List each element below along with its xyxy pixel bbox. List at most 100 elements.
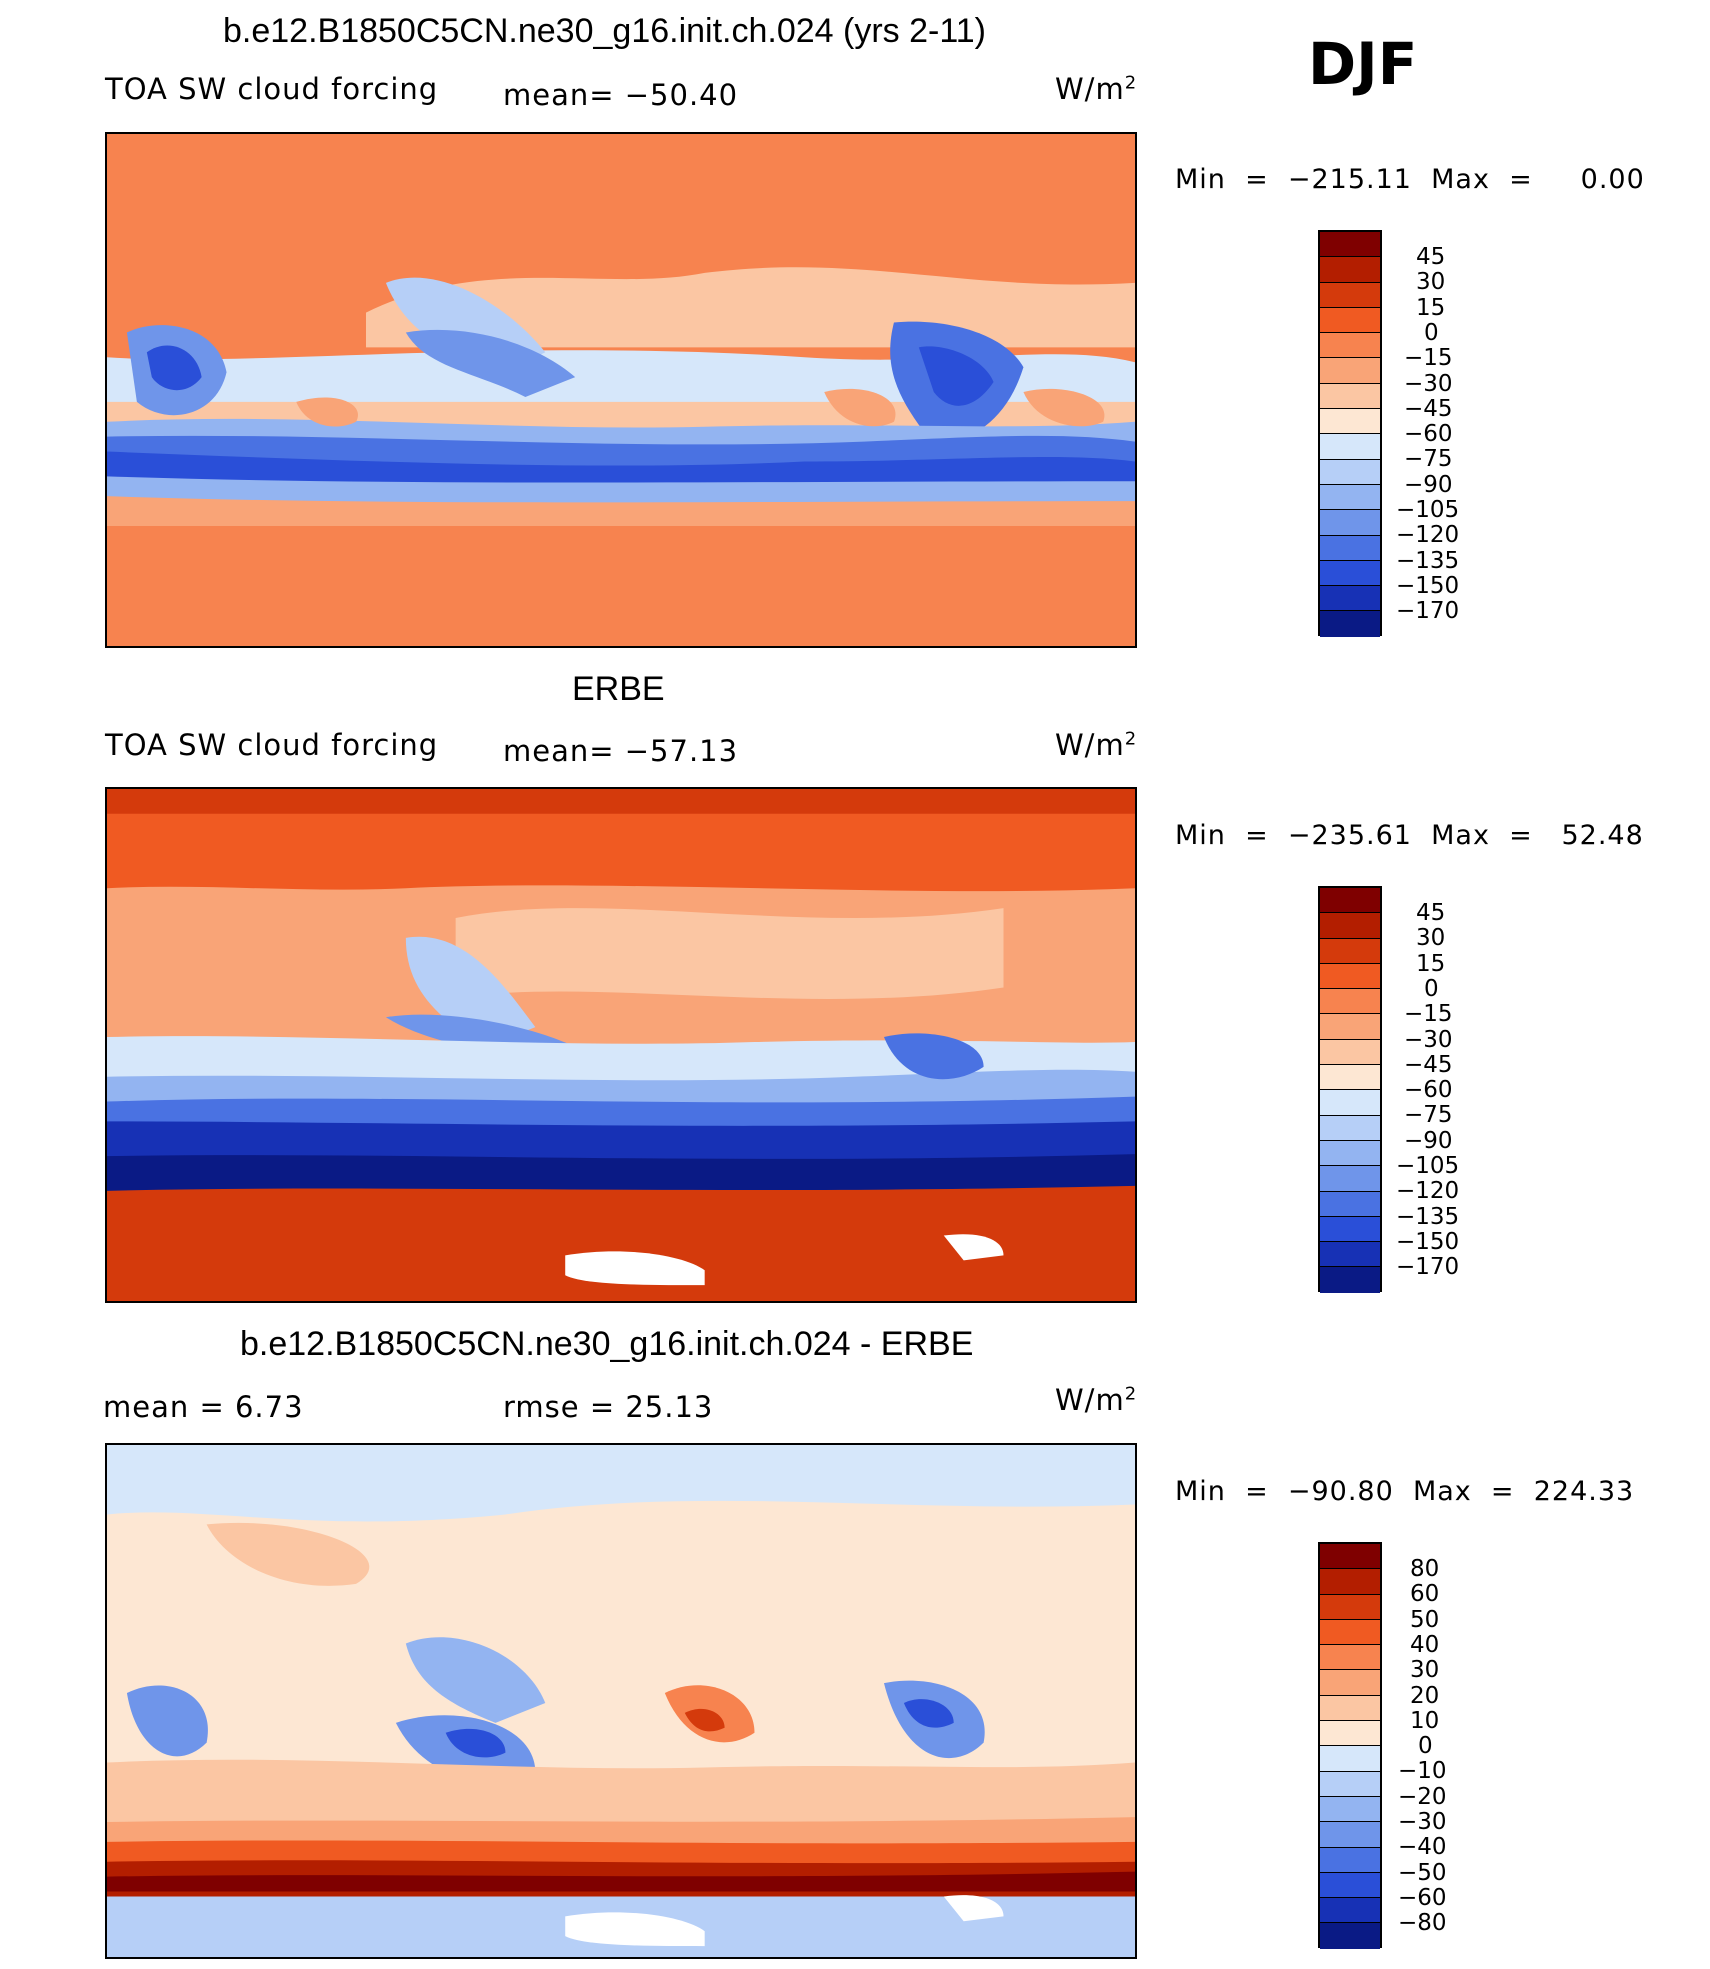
colorbar-label: −60 xyxy=(1398,1885,1447,1911)
colorbar-swatch xyxy=(1320,913,1380,939)
colorbar-label: −120 xyxy=(1396,522,1460,548)
colorbar-swatch xyxy=(1320,1645,1380,1671)
panel-title-obs: ERBE xyxy=(572,670,665,708)
colorbar-swatch xyxy=(1320,1695,1380,1722)
colorbar-swatch xyxy=(1320,1242,1380,1268)
colorbar-label: −40 xyxy=(1398,1834,1447,1860)
colorbar-label: 40 xyxy=(1410,1632,1440,1658)
colorbar-label: −90 xyxy=(1404,1128,1453,1154)
colorbar-label: −170 xyxy=(1396,1254,1460,1280)
colorbar-label: −15 xyxy=(1404,345,1453,371)
panel-variable-label-obs: TOA SW cloud forcing xyxy=(105,728,439,762)
colorbar-label: −60 xyxy=(1404,421,1453,447)
colorbar-label: −105 xyxy=(1396,1153,1460,1179)
colorbar-label: −105 xyxy=(1396,497,1460,523)
colorbar-label: −150 xyxy=(1396,573,1460,599)
colorbar-label: 0 xyxy=(1424,976,1439,1002)
colorbar-swatch xyxy=(1320,1544,1380,1570)
colorbar-label: −170 xyxy=(1396,598,1460,624)
colorbar-model xyxy=(1318,230,1382,637)
panel-mean-label-obs: mean= −57.13 xyxy=(503,734,739,768)
panel-units-diff: W/m2 xyxy=(1055,1383,1138,1417)
panel-variable-label-model: TOA SW cloud forcing xyxy=(105,72,439,106)
colorbar-swatch xyxy=(1320,1166,1380,1192)
colorbar-label: −50 xyxy=(1398,1860,1447,1886)
colorbar-swatch xyxy=(1320,282,1380,308)
colorbar-label: 60 xyxy=(1410,1581,1440,1607)
panel-minmax-diff: Min = −90.80 Max = 224.33 xyxy=(1175,1476,1635,1507)
colorbar-label: −90 xyxy=(1404,472,1453,498)
colorbar-label: −30 xyxy=(1404,1027,1453,1053)
colorbar-label: 15 xyxy=(1416,295,1446,321)
panel-title-model: b.e12.B1850C5CN.ne30_g16.init.ch.024 (yr… xyxy=(223,12,986,50)
colorbar-label: −135 xyxy=(1396,548,1460,574)
panel-units-obs: W/m2 xyxy=(1055,728,1138,762)
colorbar-swatch xyxy=(1320,1065,1380,1091)
colorbar-label: −10 xyxy=(1398,1758,1447,1784)
colorbar-swatch xyxy=(1320,307,1380,334)
panel-rmse-label-diff: rmse = 25.13 xyxy=(503,1390,714,1424)
colorbar-swatch xyxy=(1320,586,1380,612)
colorbar-label: 45 xyxy=(1416,244,1446,270)
colorbar-swatch xyxy=(1320,1670,1380,1696)
colorbar-label: −45 xyxy=(1404,1052,1453,1078)
colorbar-swatch xyxy=(1320,938,1380,964)
colorbar-obs xyxy=(1318,886,1382,1293)
season-label: DJF xyxy=(1308,30,1418,98)
colorbar-swatch xyxy=(1320,1090,1380,1116)
colorbar-diff xyxy=(1318,1542,1382,1949)
colorbar-swatch xyxy=(1320,1872,1380,1899)
colorbar-swatch xyxy=(1320,1619,1380,1646)
colorbar-label: 0 xyxy=(1418,1733,1433,1759)
colorbar-label: 50 xyxy=(1410,1607,1440,1633)
colorbar-swatch xyxy=(1320,232,1380,258)
colorbar-label: −60 xyxy=(1404,1077,1453,1103)
colorbar-swatch xyxy=(1320,963,1380,990)
colorbar-label: 45 xyxy=(1416,900,1446,926)
colorbar-label: −75 xyxy=(1404,446,1453,472)
colorbar-label: 30 xyxy=(1410,1657,1440,1683)
colorbar-swatch xyxy=(1320,611,1380,637)
map-model xyxy=(105,132,1137,648)
colorbar-label: −20 xyxy=(1398,1784,1447,1810)
colorbar-swatch xyxy=(1320,484,1380,511)
colorbar-label: −80 xyxy=(1398,1910,1447,1936)
colorbar-swatch xyxy=(1320,1569,1380,1595)
colorbar-swatch xyxy=(1320,1822,1380,1848)
colorbar-swatch xyxy=(1320,459,1380,485)
colorbar-swatch xyxy=(1320,1191,1380,1217)
colorbar-label: −45 xyxy=(1404,396,1453,422)
colorbar-label: −135 xyxy=(1396,1204,1460,1230)
colorbar-swatch xyxy=(1320,1594,1380,1620)
colorbar-label: −30 xyxy=(1404,371,1453,397)
colorbar-label: 15 xyxy=(1416,951,1446,977)
colorbar-swatch xyxy=(1320,1898,1380,1924)
panel-units-model: W/m2 xyxy=(1055,72,1138,106)
colorbar-swatch xyxy=(1320,1039,1380,1066)
panel-mean-label-model: mean= −50.40 xyxy=(503,78,739,112)
panel-mean-label-diff: mean = 6.73 xyxy=(103,1390,304,1424)
colorbar-label: −15 xyxy=(1404,1001,1453,1027)
colorbar-label: −150 xyxy=(1396,1229,1460,1255)
colorbar-swatch xyxy=(1320,333,1380,359)
colorbar-swatch xyxy=(1320,1746,1380,1772)
colorbar-swatch xyxy=(1320,888,1380,914)
colorbar-swatch xyxy=(1320,1796,1380,1823)
map-obs xyxy=(105,787,1137,1303)
colorbar-label: 30 xyxy=(1416,269,1446,295)
colorbar-swatch xyxy=(1320,989,1380,1015)
panel-title-diff: b.e12.B1850C5CN.ne30_g16.init.ch.024 - E… xyxy=(240,1325,974,1363)
colorbar-label: −120 xyxy=(1396,1178,1460,1204)
map-diff xyxy=(105,1443,1137,1959)
colorbar-label: 30 xyxy=(1416,925,1446,951)
colorbar-swatch xyxy=(1320,1115,1380,1141)
colorbar-swatch xyxy=(1320,1923,1380,1949)
colorbar-swatch xyxy=(1320,1267,1380,1293)
colorbar-label: −75 xyxy=(1404,1102,1453,1128)
colorbar-swatch xyxy=(1320,434,1380,460)
colorbar-label: 0 xyxy=(1424,320,1439,346)
colorbar-swatch xyxy=(1320,1216,1380,1243)
colorbar-swatch xyxy=(1320,510,1380,536)
colorbar-swatch xyxy=(1320,1771,1380,1797)
colorbar-swatch xyxy=(1320,257,1380,283)
